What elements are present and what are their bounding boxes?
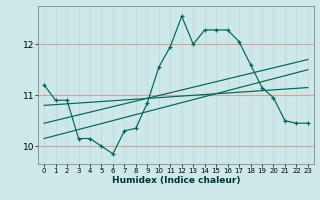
X-axis label: Humidex (Indice chaleur): Humidex (Indice chaleur)	[112, 176, 240, 185]
